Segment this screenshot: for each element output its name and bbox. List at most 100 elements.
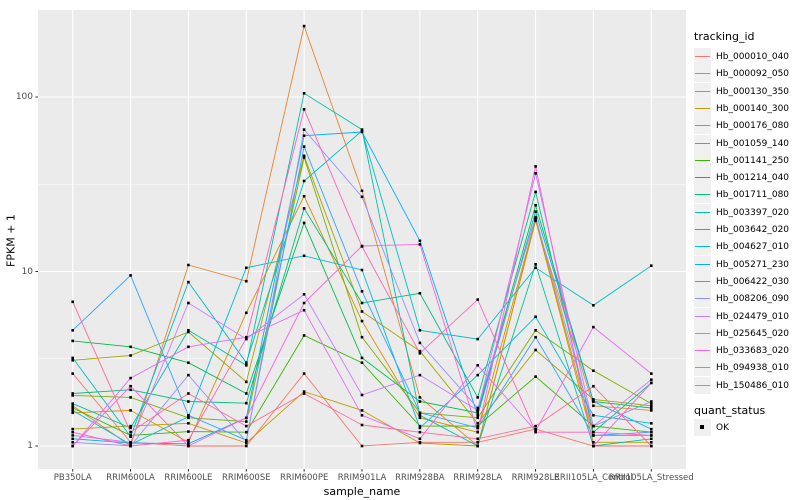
data-point bbox=[476, 298, 479, 301]
data-point bbox=[245, 441, 248, 445]
legend-key bbox=[694, 376, 711, 394]
data-point bbox=[71, 430, 74, 434]
quant-ok-label: OK bbox=[716, 423, 729, 433]
legend-key bbox=[694, 134, 711, 152]
x-tick-label: RRIM600LA bbox=[106, 473, 155, 483]
legend-key bbox=[694, 238, 711, 256]
data-point bbox=[302, 392, 306, 395]
legend-item: Hb_000010_040 bbox=[694, 48, 798, 65]
data-point bbox=[360, 268, 364, 272]
data-point bbox=[418, 426, 422, 430]
legend-item: Hb_000140_300 bbox=[694, 99, 798, 117]
data-point bbox=[418, 437, 422, 441]
y-axis-title: FPKM + 1 bbox=[4, 214, 18, 267]
data-point bbox=[129, 426, 132, 430]
data-point bbox=[360, 195, 364, 199]
data-point bbox=[476, 426, 479, 430]
data-point bbox=[245, 430, 248, 434]
data-point bbox=[302, 334, 306, 337]
legend-item: Hb_150486_010 bbox=[694, 376, 798, 394]
legend-key bbox=[694, 169, 711, 187]
legend-item: Hb_004627_010 bbox=[694, 238, 798, 256]
data-point bbox=[534, 172, 537, 175]
legend-key bbox=[694, 342, 711, 360]
data-point bbox=[650, 400, 653, 403]
data-point bbox=[534, 427, 537, 431]
data-point bbox=[650, 430, 653, 434]
data-point bbox=[592, 441, 595, 444]
data-point bbox=[245, 420, 248, 423]
data-point bbox=[245, 361, 248, 364]
data-point bbox=[302, 254, 306, 258]
data-point bbox=[650, 434, 653, 437]
data-point bbox=[476, 414, 479, 417]
data-point bbox=[650, 444, 653, 448]
data-point bbox=[187, 422, 190, 425]
data-point bbox=[418, 396, 422, 399]
data-point bbox=[418, 292, 422, 295]
legend-item-label: Hb_000092_050 bbox=[716, 69, 790, 80]
data-point bbox=[129, 441, 132, 444]
data-point bbox=[418, 373, 422, 377]
data-point bbox=[360, 423, 364, 427]
y-tick-label: 100 bbox=[15, 92, 33, 102]
data-point bbox=[302, 108, 306, 111]
legend-key-line-icon bbox=[695, 367, 710, 369]
data-point bbox=[360, 409, 364, 412]
legend-item: Hb_001141_250 bbox=[694, 151, 798, 169]
data-point bbox=[245, 438, 248, 442]
data-point bbox=[187, 415, 190, 419]
data-point bbox=[418, 243, 422, 246]
data-point bbox=[302, 372, 306, 375]
data-point bbox=[360, 335, 364, 339]
data-point bbox=[592, 384, 595, 388]
data-point bbox=[245, 392, 248, 395]
data-point bbox=[360, 444, 364, 448]
legend-key bbox=[694, 117, 711, 135]
data-point bbox=[71, 329, 74, 332]
data-point bbox=[650, 402, 653, 405]
data-point bbox=[187, 438, 190, 442]
data-point bbox=[187, 430, 190, 433]
legend-key-line-icon bbox=[695, 246, 710, 248]
data-point bbox=[71, 427, 74, 431]
data-point bbox=[360, 414, 364, 417]
legend-item-label: Hb_004627_010 bbox=[716, 242, 790, 253]
legend-key-line-icon bbox=[695, 194, 710, 196]
legend-item-label: Hb_005271_230 bbox=[716, 259, 790, 270]
data-point bbox=[476, 437, 479, 441]
data-point bbox=[71, 441, 74, 444]
data-point bbox=[245, 444, 248, 448]
legend-item: Hb_000130_350 bbox=[694, 82, 798, 100]
legend-item: Hb_001711_080 bbox=[694, 186, 798, 204]
legend-key bbox=[694, 307, 711, 325]
legend-title-tracking-id: tracking_id bbox=[694, 30, 755, 43]
legend-key-line-icon bbox=[695, 263, 710, 265]
data-point bbox=[71, 437, 74, 441]
data-point bbox=[71, 356, 74, 360]
legend-key bbox=[694, 221, 711, 238]
data-point bbox=[476, 411, 479, 415]
legend-item: Hb_000176_080 bbox=[694, 117, 798, 135]
legend-key-line-icon bbox=[695, 177, 710, 179]
data-point bbox=[129, 443, 132, 446]
legend-item: Hb_001059_140 bbox=[694, 134, 798, 152]
legend-item-label: Hb_001141_250 bbox=[716, 155, 790, 166]
legend-key-line-icon bbox=[695, 384, 710, 386]
data-point bbox=[476, 373, 479, 377]
data-point bbox=[71, 406, 74, 410]
legend-item: Hb_024479_010 bbox=[694, 307, 798, 325]
data-point bbox=[534, 165, 537, 168]
data-point bbox=[476, 416, 479, 420]
data-point bbox=[71, 444, 74, 448]
legend-key bbox=[694, 151, 711, 169]
y-tick-label: 10 bbox=[21, 266, 33, 277]
legend-key-line-icon bbox=[695, 332, 710, 334]
data-point bbox=[187, 392, 190, 395]
legend-item-label: Hb_000140_300 bbox=[716, 103, 790, 114]
data-point bbox=[71, 404, 74, 408]
data-point bbox=[129, 444, 132, 448]
data-point bbox=[245, 266, 248, 270]
data-point bbox=[418, 329, 422, 332]
legend-item: Hb_003397_020 bbox=[694, 203, 798, 221]
